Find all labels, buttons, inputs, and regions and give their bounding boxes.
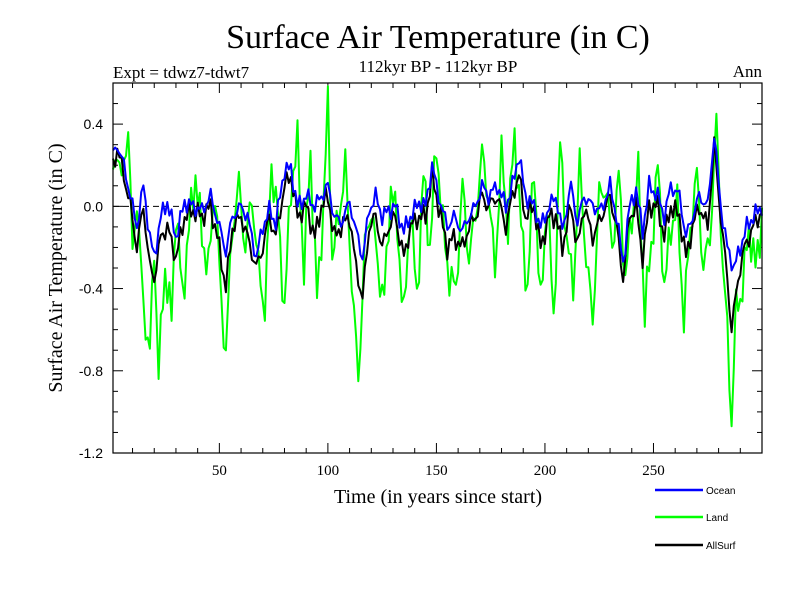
y-tick-label: 0.0 (84, 198, 104, 214)
experiment-label: Expt = tdwz7-tdwt7 (113, 63, 250, 82)
period-label: 112kyr BP - 112kyr BP (359, 57, 518, 76)
series-line-allsurf (112, 136, 763, 334)
x-tick-label: 200 (534, 463, 557, 479)
chart-title: Surface Air Temperature (in C) (226, 19, 650, 56)
series-line-land (112, 85, 763, 428)
season-label: Ann (733, 62, 763, 81)
legend-label-allsurf: AllSurf (706, 541, 736, 552)
plot-frame (112, 82, 763, 454)
legend-label-land: Land (706, 513, 728, 524)
y-tick-label: 0.4 (84, 116, 104, 132)
x-tick-label: 150 (425, 463, 448, 479)
x-tick-label: 250 (642, 463, 665, 479)
tick-labels-layer: 50 100 150 200 250 0.4 0.0 -0.4 -0.8 -1.2 (79, 116, 665, 479)
y-tick-label: -1.2 (79, 445, 103, 461)
x-tick-label: 100 (317, 463, 340, 479)
y-tick-label: -0.4 (79, 281, 103, 297)
x-tick-label: 50 (212, 463, 227, 479)
legend: Ocean Land AllSurf (655, 486, 736, 552)
series-line-ocean (112, 137, 763, 272)
x-axis-label: Time (in years since start) (334, 486, 542, 508)
y-tick-label: -0.8 (79, 363, 103, 379)
legend-label-ocean: Ocean (706, 486, 735, 497)
series-layer (112, 85, 763, 428)
y-axis-label: Surface Air Temperature (in C) (45, 143, 67, 392)
ticks-layer (113, 82, 762, 454)
